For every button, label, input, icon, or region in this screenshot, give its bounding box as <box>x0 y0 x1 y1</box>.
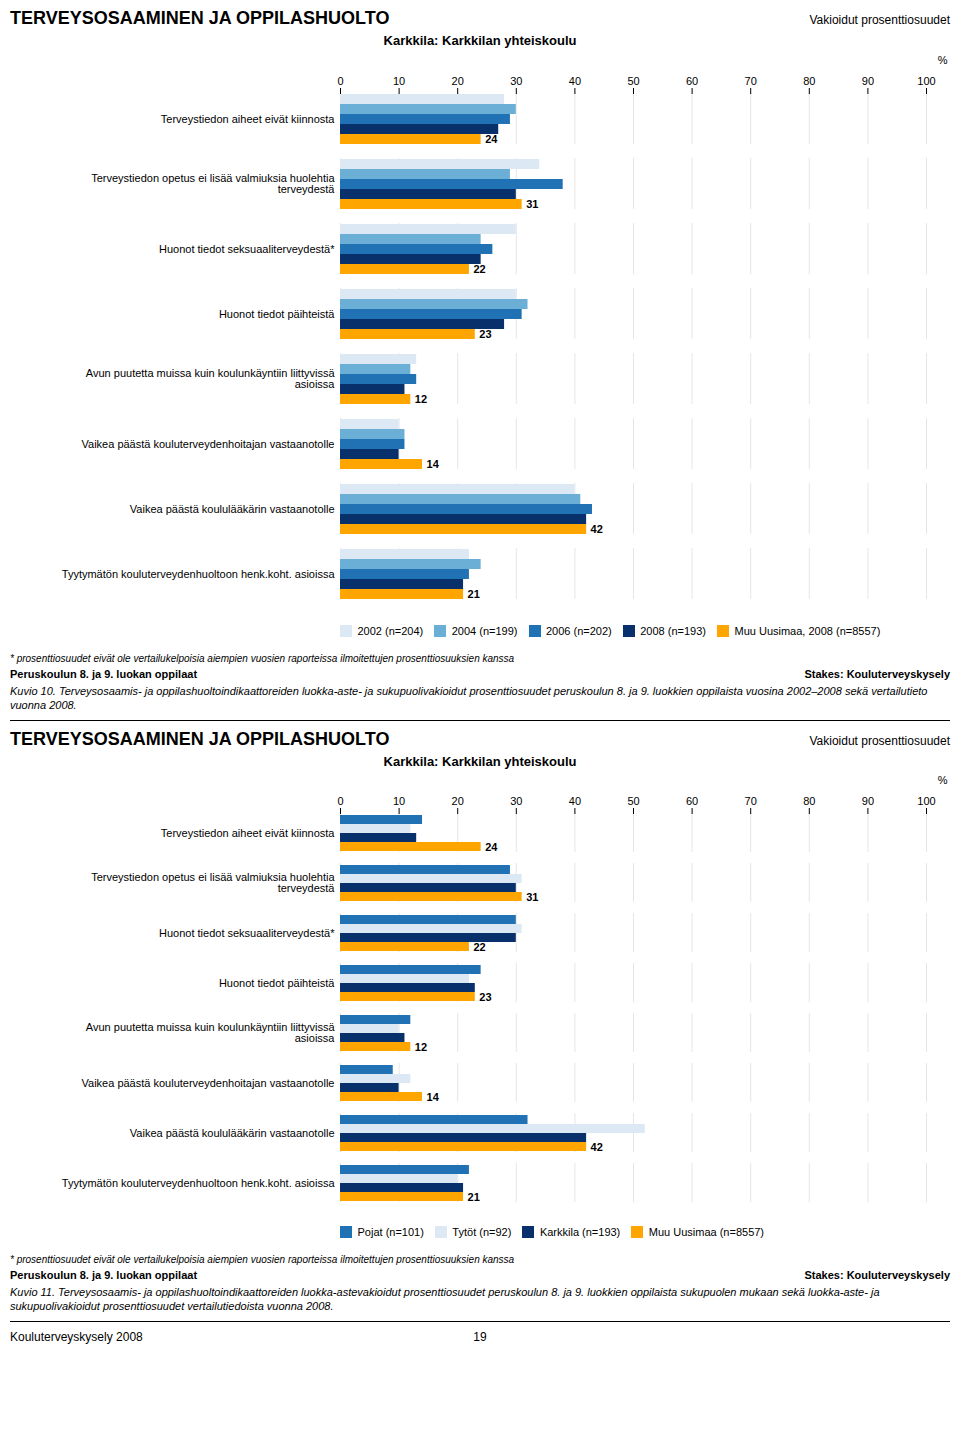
svg-text:Huonot tiedot päihteistä: Huonot tiedot päihteistä <box>219 977 335 989</box>
svg-text:20: 20 <box>452 75 464 87</box>
html-text:TERVEYSOSAAMINEN JA OPPILASHUO: TERVEYSOSAAMINEN JA OPPILASHUOLTO <box>10 729 390 750</box>
html-text:Muu Uusimaa, 2008 (n=8557): Muu Uusimaa, 2008 (n=8557) <box>734 624 881 637</box>
html-text:Peruskoulun 8. ja 9. luokan op: Peruskoulun 8. ja 9. luokan oppilaat <box>10 1268 197 1281</box>
svg-text:Huonot tiedot päihteistä: Huonot tiedot päihteistä <box>219 308 335 320</box>
html-text:Vakioidut prosenttiosuudet: Vakioidut prosenttiosuudet <box>809 13 950 27</box>
svg-text:90: 90 <box>862 75 874 87</box>
svg-text:22: 22 <box>473 263 485 275</box>
html-text:Karkkila: Karkkilan yhteiskoul: Karkkila: Karkkilan yhteiskoulu <box>383 754 577 770</box>
svg-text:30: 30 <box>510 795 522 807</box>
svg-text:0: 0 <box>337 795 343 807</box>
svg-text:Tyytymätön kouluterveydenhuolt: Tyytymätön kouluterveydenhuoltoon henk.k… <box>62 1177 336 1189</box>
html-text:* prosenttiosuudet eivät ole v: * prosenttiosuudet eivät ole vertailukel… <box>10 652 515 664</box>
svg-text:Vaikea päästä koululääkärin va: Vaikea päästä koululääkärin vastaanotoll… <box>130 503 335 515</box>
svg-text:Tyytymätön kouluterveydenhuolt: Tyytymätön kouluterveydenhuoltoon henk.k… <box>62 568 336 580</box>
svg-text:90: 90 <box>862 795 874 807</box>
html-text:Karkkila: Karkkilan yhteiskoul: Karkkila: Karkkilan yhteiskoulu <box>383 33 577 48</box>
svg-text:12: 12 <box>415 1041 427 1053</box>
svg-text:24: 24 <box>485 133 498 145</box>
svg-text:80: 80 <box>803 75 815 87</box>
svg-text:14: 14 <box>427 458 440 470</box>
html-text:19: 19 <box>473 1330 487 1345</box>
svg-text:20: 20 <box>452 795 464 807</box>
html-text:Kouluterveyskysely 2008: Kouluterveyskysely 2008 <box>10 1330 143 1345</box>
svg-text:60: 60 <box>686 75 698 87</box>
svg-text:100: 100 <box>917 75 935 87</box>
svg-text:31: 31 <box>526 891 538 903</box>
svg-text:22: 22 <box>473 941 485 953</box>
svg-text:31: 31 <box>526 198 538 210</box>
svg-text:Huonot tiedot seksuaaliterveyd: Huonot tiedot seksuaaliterveydestä* <box>159 243 335 255</box>
svg-text:Vaikea päästä kouluterveydenho: Vaikea päästä kouluterveydenhoitajan vas… <box>82 1077 335 1089</box>
html-text:Kuvio 10. Terveysosaamis- ja o: Kuvio 10. Terveysosaamis- ja oppilashuol… <box>10 684 928 711</box>
svg-text:42: 42 <box>591 1141 603 1153</box>
svg-text:10: 10 <box>393 75 405 87</box>
svg-text:Terveystiedon opetus ei lisää: Terveystiedon opetus ei lisää valmiuksia… <box>91 172 335 195</box>
svg-text:40: 40 <box>569 75 581 87</box>
html-text:Peruskoulun 8. ja 9. luokan op: Peruskoulun 8. ja 9. luokan oppilaat <box>10 667 197 680</box>
svg-text:0: 0 <box>337 75 343 87</box>
svg-text:10: 10 <box>393 795 405 807</box>
svg-text:42: 42 <box>591 523 603 535</box>
html-text:Muu Uusimaa (n=8557): Muu Uusimaa (n=8557) <box>648 1225 764 1238</box>
svg-text:23: 23 <box>479 991 491 1003</box>
svg-text:Vaikea päästä koululääkärin va: Vaikea päästä koululääkärin vastaanotoll… <box>130 1127 335 1139</box>
html-text:2004 (n=199): 2004 (n=199) <box>451 624 518 637</box>
svg-text:100: 100 <box>917 795 935 807</box>
html-text:2002 (n=204): 2002 (n=204) <box>357 624 424 637</box>
svg-text:12: 12 <box>415 393 427 405</box>
svg-text:14: 14 <box>427 1091 440 1103</box>
svg-text:50: 50 <box>627 75 639 87</box>
html-text:Stakes: Kouluterveyskysely: Stakes: Kouluterveyskysely <box>804 1268 950 1281</box>
svg-text:Terveystiedon aiheet eivät kii: Terveystiedon aiheet eivät kiinnosta <box>161 827 336 839</box>
svg-text:30: 30 <box>510 75 522 87</box>
html-text:Pojat (n=101): Pojat (n=101) <box>357 1225 424 1238</box>
html-text:TERVEYSOSAAMINEN JA OPPILASHUO: TERVEYSOSAAMINEN JA OPPILASHUOLTO <box>10 8 390 28</box>
svg-text:Terveystiedon opetus ei lisää: Terveystiedon opetus ei lisää valmiuksia… <box>91 871 335 894</box>
svg-text:%: % <box>938 54 948 66</box>
html-text:2008 (n=193): 2008 (n=193) <box>640 624 706 637</box>
svg-text:Vaikea päästä kouluterveydenho: Vaikea päästä kouluterveydenhoitajan vas… <box>82 438 335 450</box>
svg-text:24: 24 <box>485 841 498 853</box>
html-text:Vakioidut prosenttiosuudet: Vakioidut prosenttiosuudet <box>809 734 950 749</box>
svg-text:%: % <box>938 774 948 786</box>
html-text:Tytöt (n=92): Tytöt (n=92) <box>452 1225 512 1238</box>
svg-text:70: 70 <box>745 795 757 807</box>
svg-text:21: 21 <box>468 588 480 600</box>
svg-text:40: 40 <box>569 795 581 807</box>
svg-text:Terveystiedon aiheet eivät kii: Terveystiedon aiheet eivät kiinnosta <box>161 113 336 125</box>
svg-text:21: 21 <box>468 1191 480 1203</box>
svg-text:70: 70 <box>745 75 757 87</box>
svg-text:Avun puutetta muissa kuin koul: Avun puutetta muissa kuin koulunkäyntiin… <box>86 367 336 390</box>
svg-text:50: 50 <box>627 795 639 807</box>
html-text:Karkkila (n=193): Karkkila (n=193) <box>539 1225 621 1238</box>
svg-text:Avun puutetta muissa kuin koul: Avun puutetta muissa kuin koulunkäyntiin… <box>86 1021 336 1044</box>
html-text:* prosenttiosuudet eivät ole v: * prosenttiosuudet eivät ole vertailukel… <box>10 1253 515 1265</box>
svg-text:60: 60 <box>686 795 698 807</box>
html-text:Stakes: Kouluterveyskysely: Stakes: Kouluterveyskysely <box>804 667 950 680</box>
html-text:Kuvio 11. Terveysosaamis- ja o: Kuvio 11. Terveysosaamis- ja oppilashuol… <box>10 1285 880 1312</box>
svg-text:80: 80 <box>803 795 815 807</box>
html-text:2006 (n=202): 2006 (n=202) <box>546 624 612 637</box>
svg-text:23: 23 <box>479 328 491 340</box>
svg-text:Huonot tiedot seksuaaliterveyd: Huonot tiedot seksuaaliterveydestä* <box>159 927 335 939</box>
